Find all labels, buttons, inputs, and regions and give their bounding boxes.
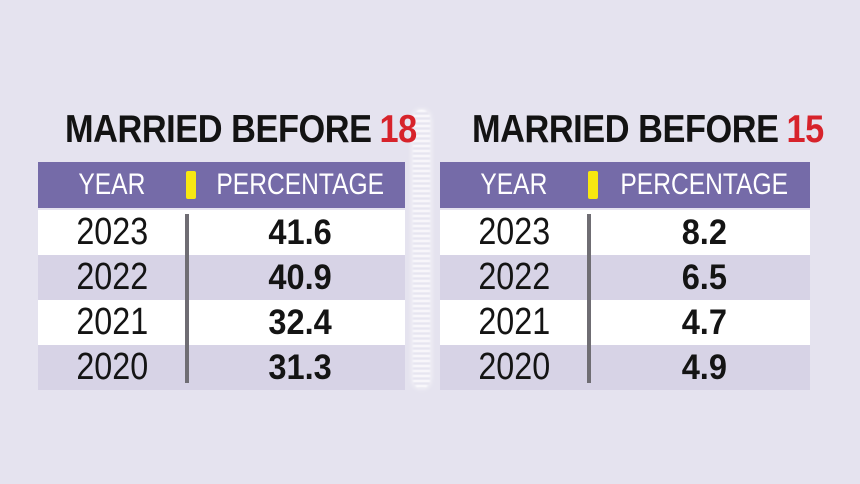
title-accent-number: 18 (379, 108, 417, 151)
percentage-value: 8.2 (681, 212, 727, 252)
year-column-header-label: YEAR (480, 168, 548, 201)
year-value: 2023 (478, 211, 550, 253)
table-row: 2023 8.2 (440, 210, 810, 255)
percentage-cell: 6.5 (598, 258, 810, 298)
year-cell: 2022 (440, 256, 588, 299)
percentage-column-header: PERCENTAGE (196, 168, 405, 202)
year-cell: 2023 (440, 211, 588, 254)
table-title-15: MARRIED BEFORE 15 (472, 108, 824, 152)
percentage-value: 6.5 (681, 257, 727, 297)
year-value: 2021 (76, 301, 148, 343)
year-column-header: YEAR (38, 168, 186, 202)
percentage-value: 32.4 (268, 302, 333, 342)
table-row: 2021 32.4 (38, 300, 405, 345)
table-body: 2023 41.6 2022 40.9 2021 32.4 2020 (38, 210, 405, 390)
percentage-value: 4.9 (681, 347, 727, 387)
table-header-row: YEAR PERCENTAGE (440, 162, 810, 208)
year-cell: 2023 (38, 211, 186, 254)
percentage-column-header: PERCENTAGE (598, 168, 810, 202)
percentage-value: 4.7 (681, 302, 727, 342)
title-text: MARRIED BEFORE (472, 108, 779, 151)
percentage-cell: 31.3 (196, 348, 405, 388)
table-row: 2020 4.9 (440, 345, 810, 390)
table-row: 2020 31.3 (38, 345, 405, 390)
data-table-18: YEAR PERCENTAGE 2023 41.6 2022 40.9 2021 (38, 162, 405, 390)
percentage-value: 40.9 (268, 257, 333, 297)
year-column-header: YEAR (440, 168, 588, 202)
year-value: 2022 (478, 256, 550, 298)
percentage-cell: 8.2 (598, 213, 810, 253)
table-row: 2021 4.7 (440, 300, 810, 345)
year-cell: 2021 (38, 301, 186, 344)
year-value: 2022 (76, 256, 148, 298)
percentage-value: 31.3 (268, 347, 333, 387)
table-row: 2022 6.5 (440, 255, 810, 300)
year-cell: 2021 (440, 301, 588, 344)
year-value: 2021 (478, 301, 550, 343)
table-row: 2023 41.6 (38, 210, 405, 255)
data-table-15: YEAR PERCENTAGE 2023 8.2 2022 6.5 2021 (440, 162, 810, 390)
married-before-18-panel: MARRIED BEFORE 18 YEAR PERCENTAGE 2023 41… (38, 108, 417, 390)
yellow-separator-bar (186, 171, 196, 199)
title-text: MARRIED BEFORE (65, 108, 372, 151)
year-column-header-label: YEAR (78, 168, 146, 201)
yellow-separator-bar (588, 171, 598, 199)
percentage-cell: 4.9 (598, 348, 810, 388)
table-body: 2023 8.2 2022 6.5 2021 4.7 2020 (440, 210, 810, 390)
title-accent-number: 15 (786, 108, 824, 151)
year-cell: 2022 (38, 256, 186, 299)
table-title-18: MARRIED BEFORE 18 (65, 108, 417, 152)
stitched-divider (413, 110, 430, 388)
year-value: 2020 (478, 346, 550, 388)
percentage-cell: 40.9 (196, 258, 405, 298)
table-row: 2022 40.9 (38, 255, 405, 300)
percentage-cell: 41.6 (196, 213, 405, 253)
percentage-cell: 32.4 (196, 303, 405, 343)
year-cell: 2020 (38, 346, 186, 389)
percentage-column-header-label: PERCENTAGE (216, 168, 385, 201)
column-divider-line (185, 214, 189, 383)
year-value: 2020 (76, 346, 148, 388)
percentage-value: 41.6 (268, 212, 333, 252)
married-before-15-panel: MARRIED BEFORE 15 YEAR PERCENTAGE 2023 8.… (440, 108, 824, 390)
table-header-row: YEAR PERCENTAGE (38, 162, 405, 208)
year-value: 2023 (76, 211, 148, 253)
year-cell: 2020 (440, 346, 588, 389)
percentage-cell: 4.7 (598, 303, 810, 343)
column-divider-line (587, 214, 591, 383)
percentage-column-header-label: PERCENTAGE (620, 168, 788, 201)
